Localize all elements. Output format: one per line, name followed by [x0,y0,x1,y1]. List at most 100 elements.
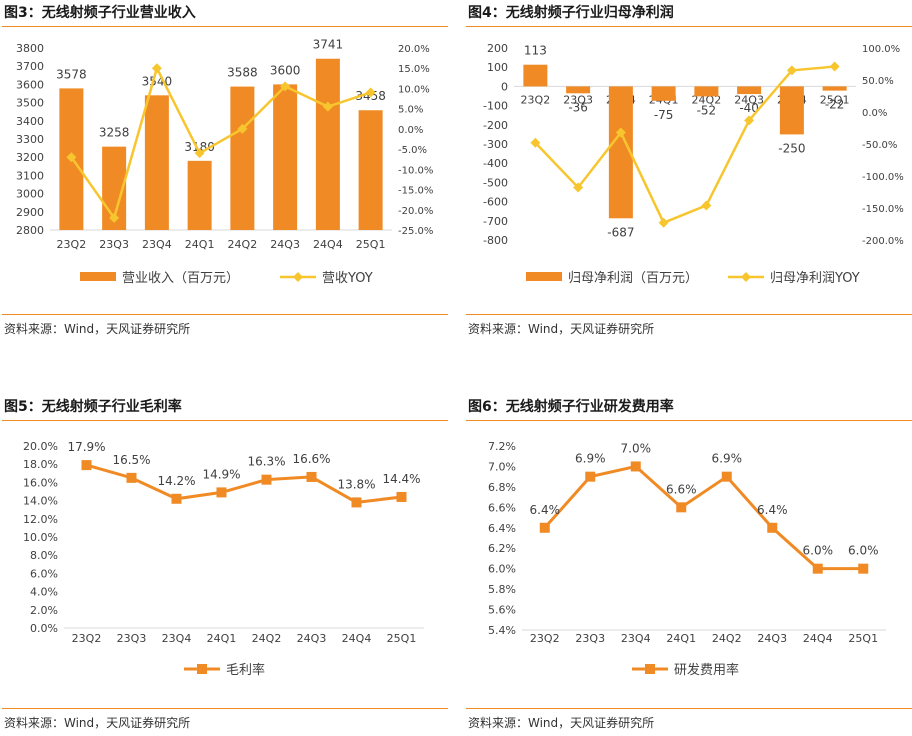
series-point [306,471,317,482]
source-note: 资料来源：Wind，天风证券研究所 [4,716,191,730]
legend-label: 研发费用率 [674,662,739,678]
y2-tick-label: -15.0% [398,186,433,197]
x-tick-label: 25Q1 [387,632,417,645]
legend-label: 营收YOY [322,271,373,286]
y-tick-label: 7.2% [488,440,516,453]
chart-title: 图6：无线射频子行业研发费用率 [468,399,674,415]
yoy-point [109,212,120,223]
data-label: 6.6% [666,482,697,496]
legend-label: 毛利率 [226,662,265,678]
source-divider [466,708,912,709]
bar-25Q1 [822,86,847,91]
data-label: 7.0% [621,441,652,455]
rd-ratio-chart: 5.4% 5.6% 5.8% 6.0% 6.2% 6.4% 6.6% 6.8% 7.0% 7.2%… [488,440,886,678]
bar-24Q4 [779,86,804,135]
y-tick-label: 100 [487,61,508,74]
legend-swatch [80,272,116,281]
gross-margin-chart: 0.0% 2.0% 4.0% 6.0% 8.0% 10.0% 12.0% 14.0% 16.0%… [23,440,424,678]
revenue-chart: 2800 2900 3000 3100 3200 3300 3400 3500 3600 3700… [16,38,433,286]
series-point [539,522,550,533]
source-note: 资料来源：Wind，天风证券研究所 [468,322,655,336]
y-tick-label: 6.8% [488,481,516,494]
data-label: 6.4% [757,503,788,517]
bar-24Q2 [694,86,719,97]
y-tick-label: 6.0% [488,563,516,576]
y-tick-label: 6.0% [30,567,58,580]
yoy-point [280,81,291,92]
y-tick-label: 6.4% [488,522,516,535]
y-tick-label: 16.0% [23,476,58,489]
y-tick-label: 5.4% [488,624,516,637]
data-label: 3741 [313,38,344,52]
bar-25Q1 [358,110,383,230]
y-tick-label: 5.6% [488,604,516,617]
data-label: 6.9% [712,452,743,466]
y-tick-label: 3100 [16,169,44,182]
y-tick-label: 12.0% [23,513,58,526]
data-label: 113 [524,44,547,58]
y-tick-label: -800 [483,234,508,247]
y-tick-label: 0 [501,80,508,93]
x-tick-label: 24Q4 [803,632,833,645]
x-tick-label: 23Q4 [162,632,192,645]
bar-23Q2 [523,64,548,87]
y-tick-label: 6.6% [488,501,516,514]
bar-24Q3 [273,84,298,231]
x-tick-label: 24Q3 [734,93,764,106]
net-profit-chart: -800 -700 -600 -500 -400 -300 -200 -100 0 100 200 -… [483,42,904,286]
bar-24Q3 [737,86,762,95]
legend-label: 营业收入（百万元） [122,271,239,286]
title-divider [2,420,448,421]
chart-title: 图5：无线射频子行业毛利率 [4,399,182,415]
data-label: -687 [607,225,634,239]
legend-marker [741,272,751,282]
x-tick-label: 25Q1 [848,632,878,645]
x-tick-label: 23Q3 [575,632,605,645]
bar-23Q3 [566,86,591,94]
x-tick-label: 23Q3 [117,632,147,645]
y-tick-label: 6.2% [488,542,516,555]
yoy-line [534,65,835,225]
series-point [261,474,272,485]
series-line [543,464,864,571]
data-label: 6.0% [848,544,879,558]
yoy-point [829,61,840,72]
series-point [676,502,687,513]
y-tick-label: 0.0% [30,622,58,635]
data-label: 3258 [99,126,130,140]
y2-tick-label: 100.0% [862,44,900,55]
x-tick-label: 25Q1 [356,238,386,251]
y-tick-label: 20.0% [23,440,58,453]
title-divider [466,420,912,421]
data-label: -22 [825,98,845,112]
yoy-point [573,182,584,193]
legend-marker [293,272,303,282]
y-tick-label: 3800 [16,42,44,55]
x-tick-label: 24Q4 [313,238,343,251]
data-label: 16.5% [112,453,150,467]
data-label: 17.9% [67,440,105,454]
y2-tick-label: 0.0% [398,125,423,136]
y-tick-label: -700 [483,215,508,228]
x-tick-label: 24Q2 [252,632,282,645]
yoy-point [615,127,626,138]
y-tick-label: -100 [483,100,508,113]
bar-23Q4 [608,86,633,219]
bar-23Q4 [144,95,169,230]
y-tick-label: 18.0% [23,458,58,471]
source-divider [2,314,448,315]
data-label: -36 [568,100,588,114]
x-tick-label: 23Q2 [521,93,551,106]
yoy-point [194,148,205,159]
y-tick-label: 4.0% [30,586,58,599]
series-point [812,563,823,574]
yoy-point [322,101,333,112]
y2-tick-label: 50.0% [862,76,894,87]
source-note: 资料来源：Wind，天风证券研究所 [468,716,655,730]
data-label: 14.9% [202,467,240,481]
chart-panel-revenue: 图3：无线射频子行业营业收入 2800 2900 3000 3100 3200 3300 3… [2,2,448,342]
chart-panel-gross-margin: 图5：无线射频子行业毛利率 0.0% 2.0% 4.0% 6.0% 8.0% 10.0% 1… [2,396,448,736]
x-tick-label: 24Q3 [297,632,327,645]
y-tick-label: 200 [487,42,508,55]
series-point [630,461,641,472]
